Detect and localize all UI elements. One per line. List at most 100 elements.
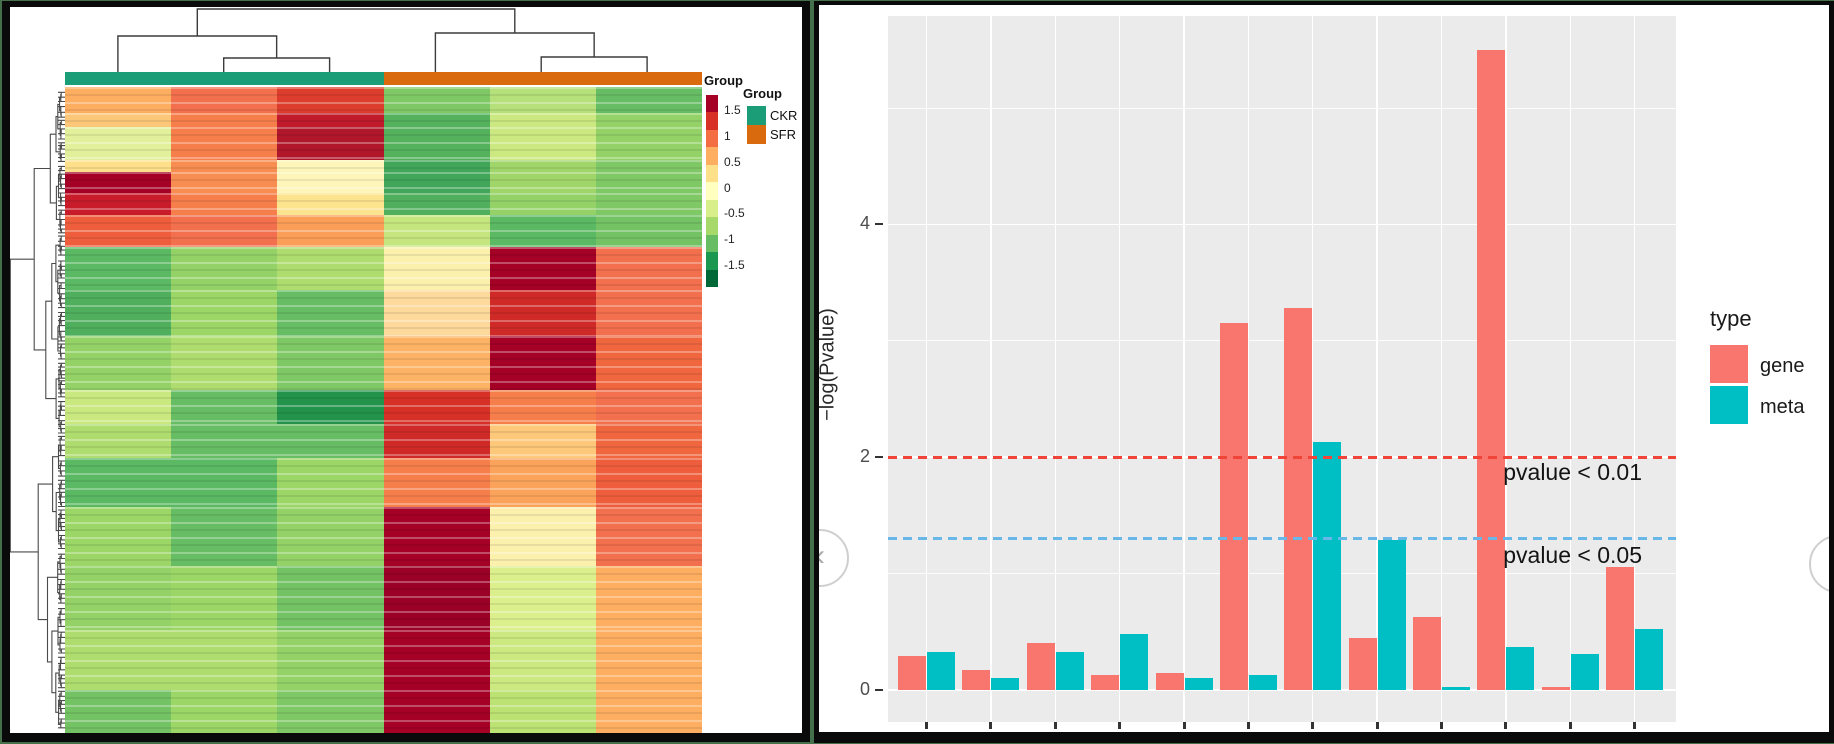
gridline-vertical — [1118, 16, 1121, 722]
heatmap-cell — [65, 390, 172, 424]
carousel-next-button[interactable]: › — [1809, 535, 1834, 593]
sfr-swatch — [747, 125, 766, 144]
gridline-vertical — [925, 16, 928, 722]
heatmap-cell — [65, 193, 172, 215]
heatmap-cell — [489, 630, 597, 690]
y-tick-mark — [875, 456, 883, 459]
x-tick-mark — [1633, 722, 1637, 729]
sfr-label: SFR — [770, 127, 796, 142]
heatmap-cell — [65, 507, 172, 566]
heatmap-cell — [595, 390, 703, 424]
scale-color-block — [706, 112, 718, 130]
bar-meta-2 — [991, 678, 1020, 690]
heatmap-cell — [171, 690, 278, 733]
heatmap-cell — [383, 630, 490, 690]
heatmap-cell — [65, 113, 172, 127]
heatmap-cell — [277, 458, 384, 507]
scale-tick-label: -1 — [724, 232, 735, 247]
bar-gene-4 — [1091, 674, 1120, 690]
heatmap-cell — [383, 215, 490, 247]
heatmap-cell — [489, 127, 597, 160]
x-tick-mark — [1118, 722, 1122, 729]
heatmap-cell — [171, 215, 278, 247]
heatmap-cell — [595, 336, 703, 390]
heatmap-row-band — [65, 87, 703, 113]
threshold-label-001: pvalue < 0.01 — [1503, 459, 1642, 485]
gridline-minor — [888, 340, 1676, 342]
heatmap-cell — [489, 424, 597, 458]
heatmap-row-band — [65, 290, 703, 336]
heatmap-cell — [595, 458, 703, 507]
plot-panel — [888, 16, 1676, 722]
heatmap-cell — [383, 87, 490, 113]
bar-meta-6 — [1248, 674, 1277, 690]
y-tick-label: 2 — [859, 446, 870, 467]
x-tick-mark — [1504, 722, 1508, 729]
gridline-vertical — [1505, 16, 1507, 722]
type-legend-title: type — [1710, 306, 1752, 331]
heatmap-cell — [171, 160, 278, 172]
heatmap-row-band — [65, 336, 703, 390]
heatmap-cell — [595, 113, 703, 127]
heatmap-cell — [171, 458, 278, 507]
heatmap-cell — [171, 424, 278, 458]
heatmap-cell — [383, 424, 490, 458]
heatmap-cell — [595, 160, 703, 172]
gridline-major — [888, 689, 1676, 691]
heatmap-cell — [383, 390, 490, 424]
threshold-line-red — [888, 455, 1676, 459]
gridline-vertical — [1376, 16, 1378, 722]
y-axis-label: −log(Pvalue) — [816, 308, 839, 421]
scale-color-block — [706, 95, 718, 113]
gridline-minor — [888, 107, 1676, 109]
heatmap-cell — [383, 127, 490, 160]
heatmap-cell — [383, 160, 490, 172]
heatmap-cell — [383, 172, 490, 193]
heatmap-cell — [595, 247, 703, 290]
heatmap-cell — [277, 113, 384, 127]
column-group-bar — [65, 72, 702, 85]
heatmap-cell — [383, 113, 490, 127]
bar-gene-5 — [1155, 672, 1184, 690]
heatmap-row-band — [65, 172, 703, 193]
x-tick-mark — [1311, 722, 1315, 729]
heatmap-cell — [171, 172, 278, 193]
heatmap-cell — [489, 113, 597, 127]
heatmap-row-band — [65, 113, 703, 127]
heatmap-cell — [65, 172, 172, 193]
heatmap-cell — [489, 290, 597, 336]
x-tick-mark — [925, 722, 929, 729]
heatmap-cell — [383, 566, 490, 630]
gridline-minor — [888, 573, 1676, 574]
heatmap-cell — [489, 247, 597, 290]
scale-color-block — [706, 147, 718, 165]
heatmap-cell — [65, 336, 172, 390]
bar-meta-11 — [1570, 653, 1599, 690]
scale-color-block — [706, 269, 718, 287]
heatmap-cell — [595, 424, 703, 458]
heatmap-cell — [65, 630, 172, 690]
heatmap-cell — [277, 390, 384, 424]
bar-gene-1 — [898, 656, 927, 690]
carousel-prev-button[interactable]: ‹ — [814, 529, 849, 587]
gridline-major — [888, 223, 1676, 226]
y-tick-mark — [875, 689, 883, 691]
heatmap-cell — [595, 566, 703, 630]
gene-swatch — [1710, 345, 1748, 383]
heatmap-cell — [489, 172, 597, 193]
gridline-vertical — [990, 16, 992, 722]
x-tick-mark — [989, 722, 993, 729]
heatmap-cell — [595, 690, 703, 733]
heatmap-cell — [383, 507, 490, 566]
heatmap-row-band — [65, 507, 703, 566]
heatmap-cell — [489, 87, 597, 113]
barplot-figure: −log(Pvalue) 0 2 4 pvalue < 0.01 pvalue < … — [814, 1, 1834, 743]
heatmap-row-band — [65, 458, 703, 507]
threshold-line-blue — [888, 537, 1676, 541]
heatmap-cell — [595, 87, 703, 113]
bar-gene-12 — [1606, 566, 1635, 690]
scale-color-block — [706, 129, 718, 148]
scale-tick-label: 0.5 — [724, 154, 741, 169]
meta-label: meta — [1760, 396, 1805, 418]
heatmap-cell — [277, 690, 384, 733]
